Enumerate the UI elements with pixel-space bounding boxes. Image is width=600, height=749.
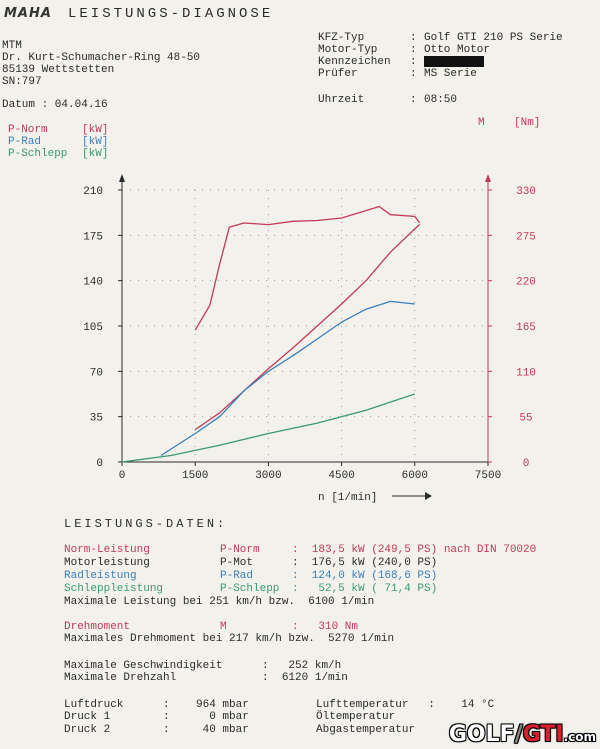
y-left-tick-label: 0 [96,458,103,470]
max-drehzahl: Maximale Drehzahl : 6120 1/min [64,672,348,684]
series-line-p-norm [194,223,421,431]
daten-row-sym: P-Rad [220,570,254,582]
uhrzeit-label: Uhrzeit [318,94,365,106]
serial-number: SN:797 [2,76,42,88]
x-tick-label: 4500 [328,470,354,482]
drehmoment-value: : 310 Nm [292,621,359,633]
legend-m: M [478,117,485,129]
x-axis-arrow [392,492,432,500]
y-left-tick-label: 35 [90,413,103,425]
x-tick-label: 7500 [475,470,501,482]
daten-row-name: Schleppleistung [64,583,164,595]
watermark-gti: GTI [522,722,564,747]
y-left-tick-label: 70 [90,367,103,379]
daten-row-name: Radleistung [64,570,137,582]
motor-colon: : [410,44,417,56]
legend-p-rad-unit: [kW] [82,136,109,148]
motor-label: Motor-Typ [318,44,378,56]
legend-p-schlepp-unit: [kW] [82,148,109,160]
kfz-colon: : [410,32,417,44]
chart-axes [119,174,491,463]
right-axis-arrow [485,174,491,182]
series-line-p-schlepp [121,393,416,463]
daten-row-val: : 176,5 kW (240,0 PS) [292,557,438,569]
uhrzeit-colon: : [410,94,417,106]
max-geschwindigkeit: Maximale Geschwindigkeit : 252 km/h [64,660,342,672]
oeltemperatur: Öltemperatur [316,711,396,723]
legend-p-schlepp: P-Schlepp [8,148,68,160]
kfz-value: Golf GTI 210 PS Serie [424,32,563,44]
pruefer-colon: : [410,68,417,80]
drehmoment-name: Drehmoment [64,621,131,633]
maha-logo: MAHA [4,6,52,21]
y-right-tick-label: 220 [516,277,536,289]
pruefer-label: Prüfer [318,68,358,80]
street: Dr. Kurt-Schumacher-Ring 48-50 [2,52,201,64]
legend-p-rad: P-Rad [8,136,42,148]
lufttemperatur: Lufttemperatur : 14 °C [316,699,495,711]
daten-row-sym: P-Schlepp [220,583,280,595]
daten-row-sym: P-Mot [220,557,254,569]
daten-title: LEISTUNGS-DATEN: [64,517,228,531]
city: 85139 Wettstetten [2,64,115,76]
y-left-tick-label: 175 [83,231,103,243]
kennzeichen-colon: : [410,56,417,68]
y-right-tick-label: 0 [523,458,530,470]
kfz-label: KFZ-Typ [318,32,365,44]
watermark-golf: GOLF [448,722,515,747]
abgastemperatur: Abgastemperatur [316,724,416,736]
chart-series [121,205,421,463]
drehmoment-sym: M [220,621,227,633]
pruefer-value: MS Serie [424,68,477,80]
max-leistung: Maximale Leistung bei 251 km/h bzw. 6100… [64,596,375,608]
uhrzeit-value: 08:50 [424,94,458,106]
y-left-tick-label: 210 [83,186,103,198]
legend-m-unit: [Nm] [514,117,541,129]
legend-p-norm: P-Norm [8,124,48,136]
y-right-tick-label: 110 [516,367,536,379]
chart-grid [122,189,489,462]
y-right-tick-label: 275 [516,231,536,243]
y-right-tick-label: 330 [516,186,536,198]
series-line-m [194,205,421,331]
power-chart: 0 1500 3000 4500 6000 7500 0 35 70 105 140 175 210 0 5… [83,174,536,504]
chart-ticks: 0 1500 3000 4500 6000 7500 0 35 70 105 140 175 210 0 5… [83,186,536,482]
x-axis-label: n [1/min] [318,492,377,504]
daten-row-name: Motorleistung [64,557,150,569]
left-axis-arrow [119,174,125,182]
series-line-p-rad [160,300,415,457]
luftdruck: Luftdruck : 964 mbar [64,699,249,711]
y-left-tick-label: 140 [83,277,103,289]
x-tick-label: 3000 [255,470,281,482]
motor-value: Otto Motor [424,44,491,56]
druck-1: Druck 1 : 0 mbar [64,711,249,723]
druck-2: Druck 2 : 40 mbar [64,724,249,736]
daten-row-val: : 52,5 kW ( 71,4 PS) [292,583,438,595]
kennzeichen-redaction [424,56,484,67]
y-left-tick-label: 105 [83,322,103,334]
daten-row-val: : 183,5 kW (249,5 PS) nach DIN 70020 [292,544,537,556]
daten-row-name: Norm-Leistung [64,544,150,556]
watermark-com: .com [563,730,596,744]
x-tick-label: 1500 [182,470,208,482]
x-tick-label: 0 [119,470,126,482]
legend-p-norm-unit: [kW] [82,124,109,136]
kennzeichen-label: Kennzeichen [318,56,391,68]
daten-row-sym: P-Norm [220,544,260,556]
max-drehmoment: Maximales Drehmoment bei 217 km/h bzw. 5… [64,633,395,645]
y-right-tick-label: 55 [519,413,532,425]
daten-row-val: : 124,0 kW (168,6 PS) [292,570,438,582]
watermark-logo: GOLF/GTI.com [448,722,596,747]
x-tick-label: 6000 [402,470,428,482]
report-title: LEISTUNGS-DIAGNOSE [68,6,274,22]
date: Datum : 04.04.16 [2,99,108,111]
y-right-tick-label: 165 [516,322,536,334]
company: MTM [2,40,22,52]
